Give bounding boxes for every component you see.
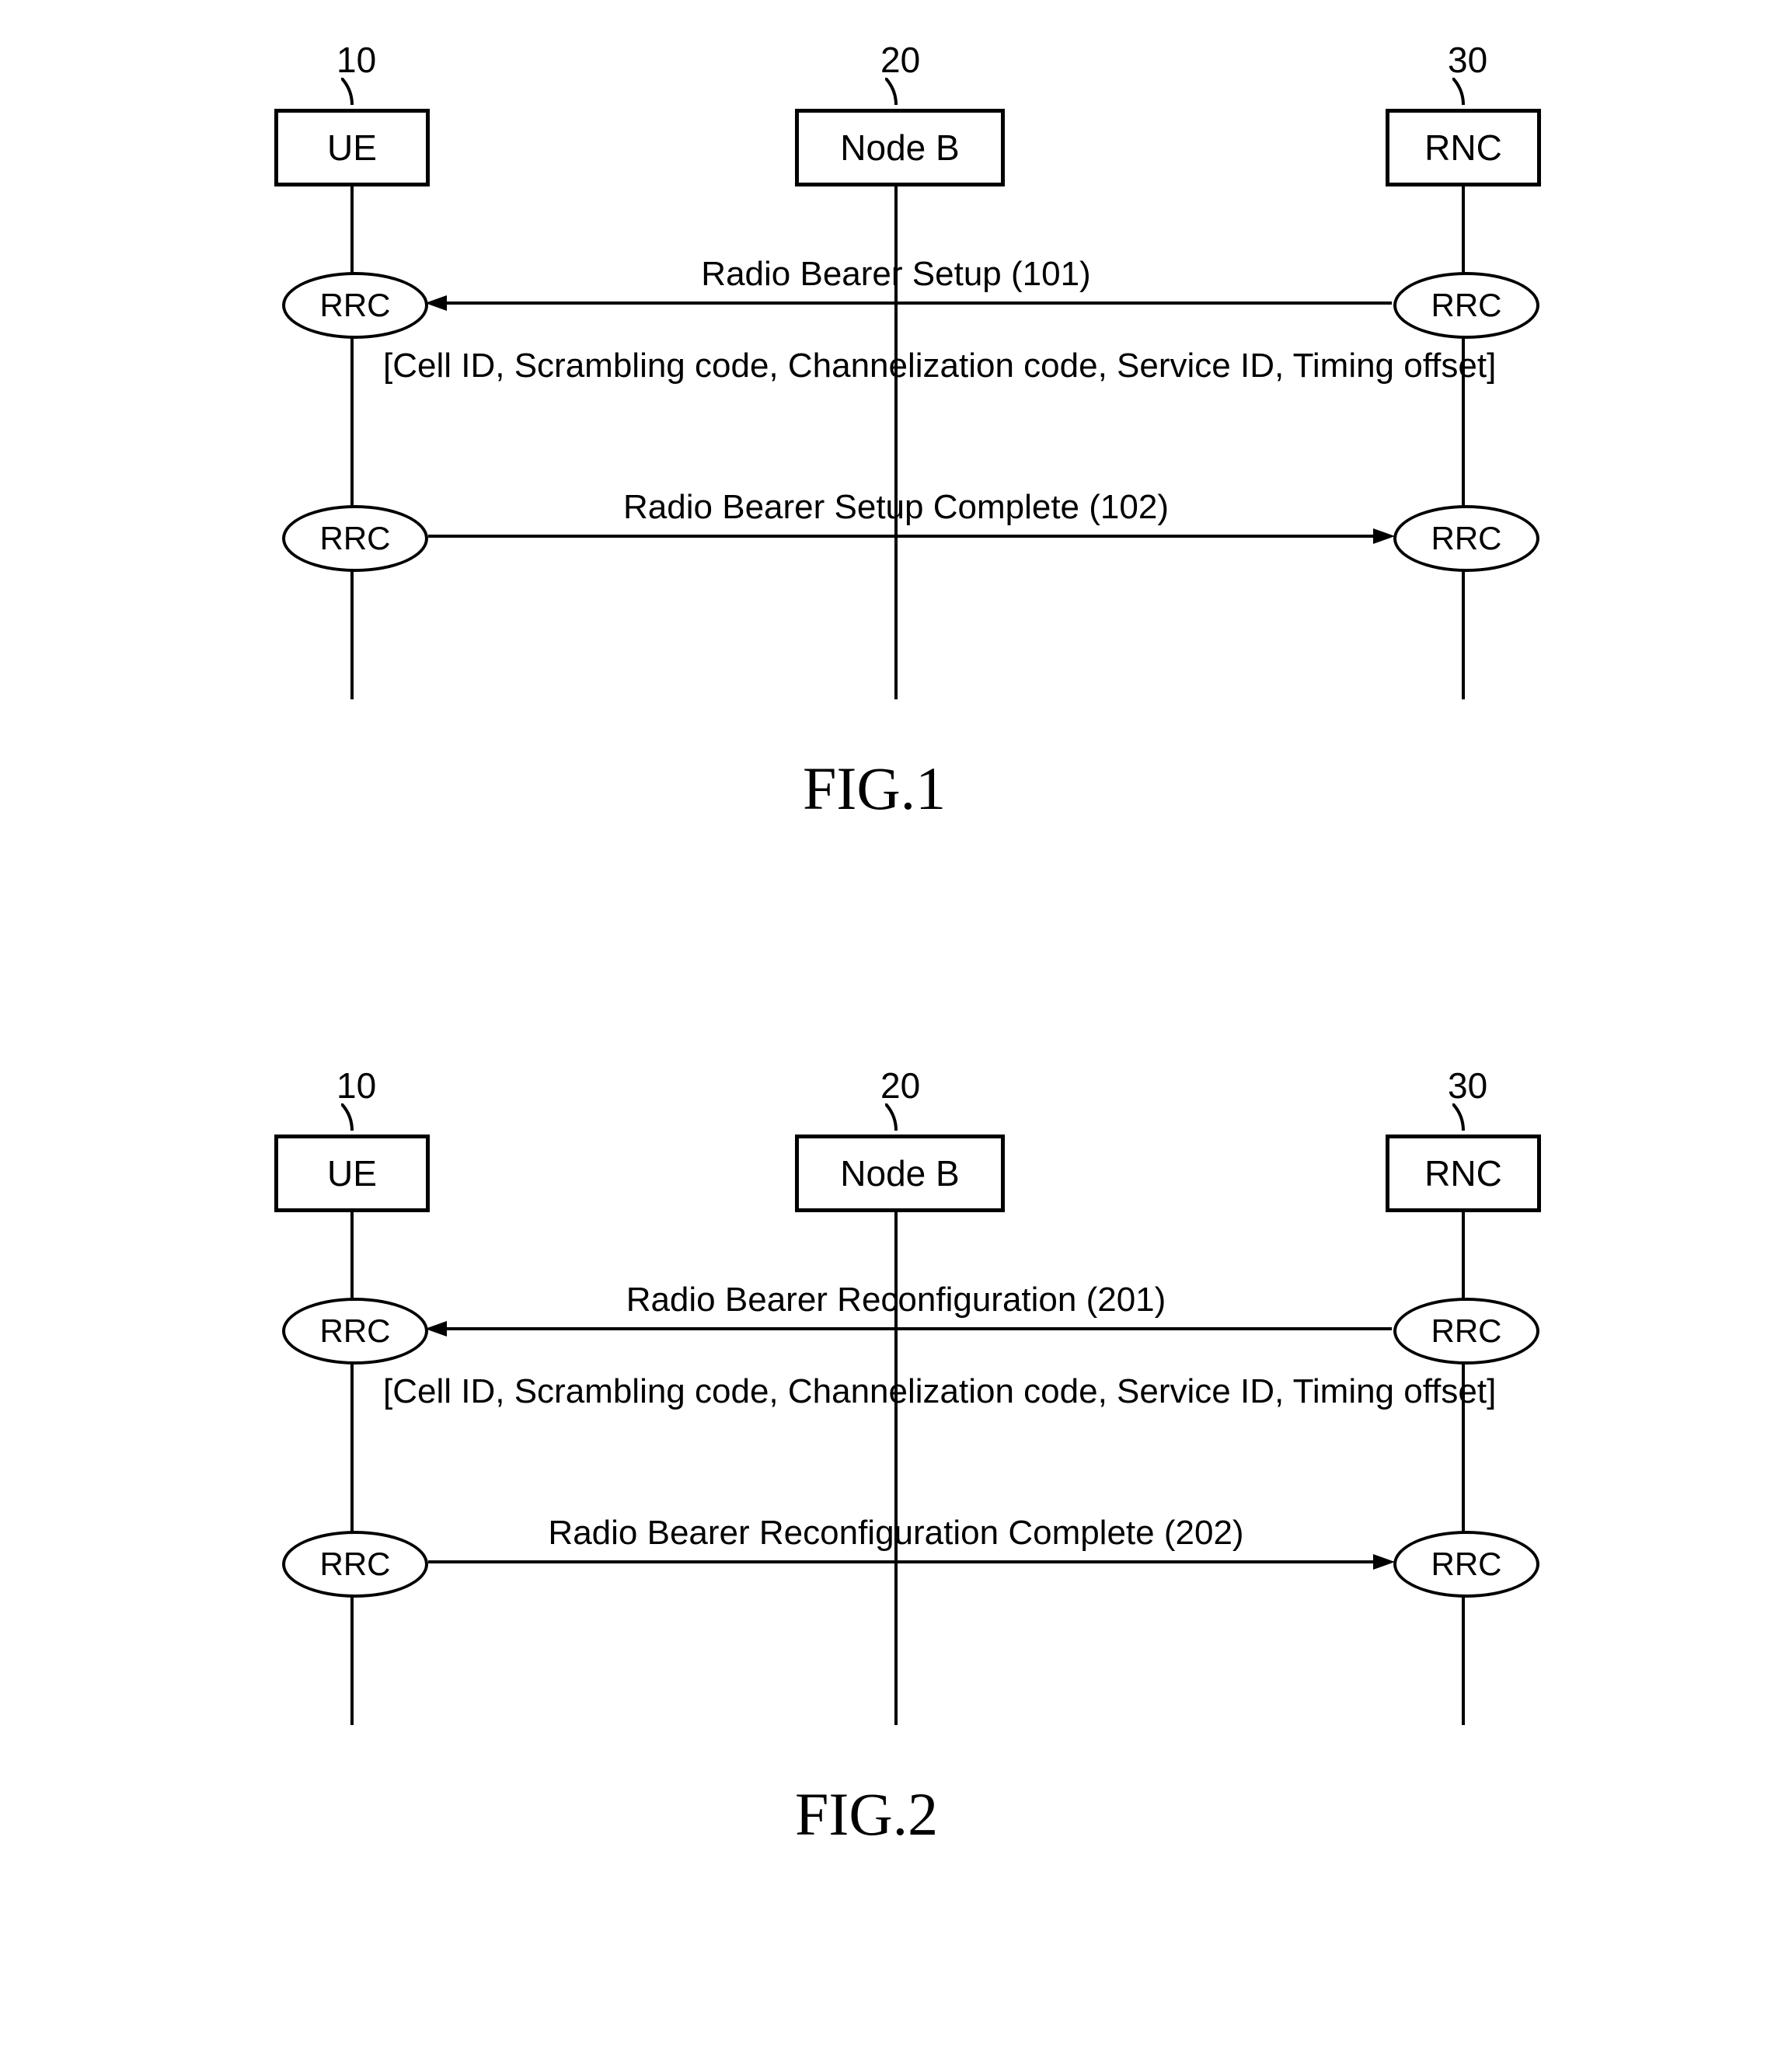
f2-msg2-arrow <box>1373 1554 1395 1570</box>
f2-ue-label: UE <box>327 1152 377 1194</box>
msg1-params: [Cell ID, Scrambling code, Channelizatio… <box>383 347 1496 385</box>
fig1-caption: FIG.1 <box>803 754 946 824</box>
msg1-text: Radio Bearer Setup (101) <box>158 255 1634 294</box>
f2-nodeb-box: Node B <box>795 1135 1005 1212</box>
ref-tick-nodeb <box>885 78 908 109</box>
f2-ue-box: UE <box>274 1135 430 1212</box>
ref-label-nodeb: 20 <box>880 39 912 81</box>
ref-tick-rnc <box>1452 78 1476 109</box>
figure-2: 10 20 30 UE Node B RNC RRC RRC <box>158 1065 1634 1880</box>
f2-nodeb-label: Node B <box>840 1152 959 1194</box>
msg2-text: Radio Bearer Setup Complete (102) <box>158 488 1634 527</box>
f2-ref-label-ue: 10 <box>336 1065 368 1107</box>
fig2-caption: FIG.2 <box>795 1779 938 1849</box>
f2-ref-tick-rnc <box>1452 1103 1476 1135</box>
figure-1: 10 20 30 UE Node B RNC RRC RRC <box>158 39 1634 855</box>
rnc-label: RNC <box>1424 127 1502 169</box>
ue-label: UE <box>327 127 377 169</box>
f2-ref-tick-nodeb <box>885 1103 908 1135</box>
ue-box: UE <box>274 109 430 186</box>
msg2-arrow <box>1373 528 1395 544</box>
nodeb-box: Node B <box>795 109 1005 186</box>
page: 10 20 30 UE Node B RNC RRC RRC <box>0 0 1792 2046</box>
f2-msg2-text: Radio Bearer Reconfiguration Complete (2… <box>158 1514 1634 1553</box>
f2-ref-tick-ue <box>341 1103 364 1135</box>
f2-msg1-text: Radio Bearer Reconfiguration (201) <box>158 1281 1634 1319</box>
f2-rnc-label: RNC <box>1424 1152 1502 1194</box>
msg1-arrow <box>425 295 447 311</box>
f2-msg2-line <box>428 1560 1376 1563</box>
f2-msg1-params: [Cell ID, Scrambling code, Channelizatio… <box>383 1372 1496 1411</box>
ref-label-rnc: 30 <box>1448 39 1479 81</box>
msg2-line <box>428 535 1376 538</box>
f2-ref-label-rnc: 30 <box>1448 1065 1479 1107</box>
nodeb-label: Node B <box>840 127 959 169</box>
msg1-line <box>444 301 1392 305</box>
ref-label-ue: 10 <box>336 39 368 81</box>
f2-ref-label-nodeb: 20 <box>880 1065 912 1107</box>
f2-rnc-box: RNC <box>1386 1135 1541 1212</box>
f2-msg1-arrow <box>425 1321 447 1337</box>
rnc-box: RNC <box>1386 109 1541 186</box>
ref-tick-ue <box>341 78 364 109</box>
f2-msg1-line <box>444 1327 1392 1330</box>
